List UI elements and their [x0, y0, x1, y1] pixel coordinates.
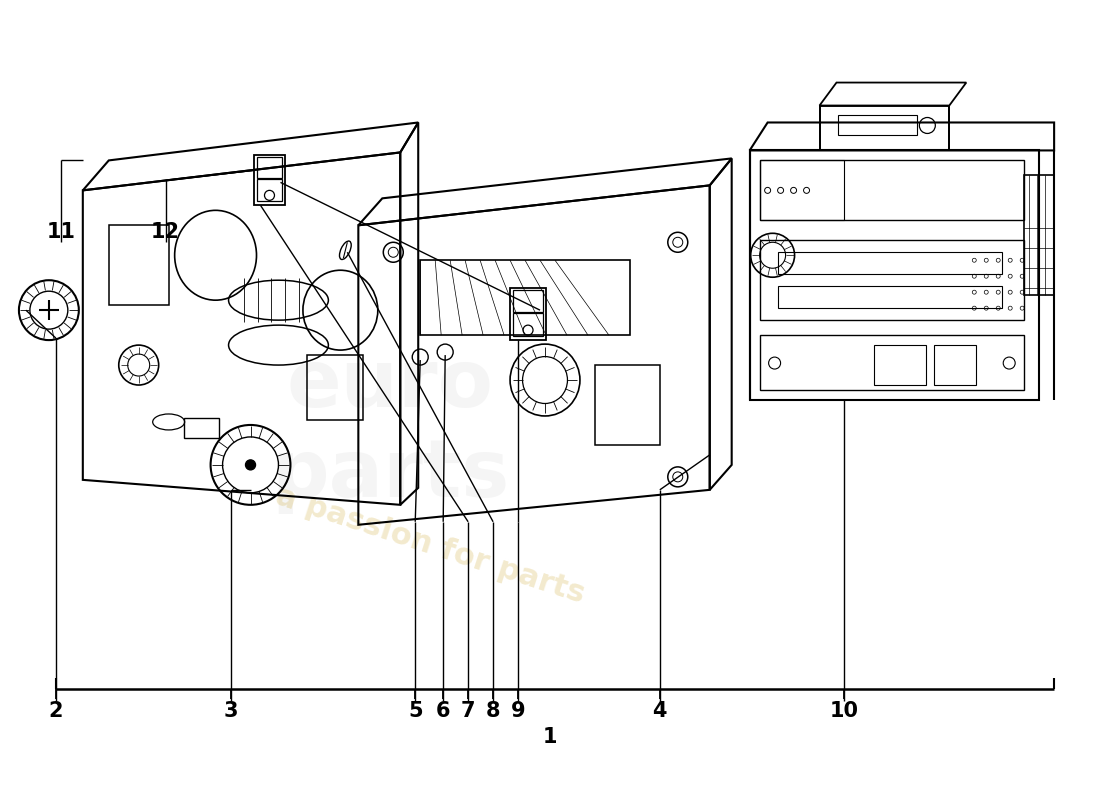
Bar — [778, 286, 1002, 308]
Bar — [778, 252, 1002, 274]
Text: 9: 9 — [510, 702, 526, 722]
Text: 6: 6 — [436, 702, 450, 722]
Bar — [874, 345, 926, 385]
Bar — [307, 355, 363, 420]
Bar — [253, 155, 286, 206]
Bar — [760, 335, 1024, 390]
Text: 3: 3 — [223, 702, 238, 722]
Circle shape — [245, 460, 255, 470]
Text: 5: 5 — [408, 702, 422, 722]
Text: 11: 11 — [46, 222, 76, 242]
Text: 12: 12 — [151, 222, 180, 242]
Bar — [513, 290, 543, 312]
Text: a passion for parts: a passion for parts — [272, 481, 588, 609]
Bar — [760, 161, 845, 220]
Bar — [420, 260, 630, 335]
Bar — [510, 288, 546, 340]
Text: 8: 8 — [486, 702, 500, 722]
Text: 1: 1 — [542, 727, 558, 747]
Bar — [1024, 175, 1054, 295]
Bar — [934, 345, 977, 385]
Bar — [837, 115, 917, 135]
Bar — [760, 240, 1024, 320]
Bar — [256, 158, 283, 178]
Bar — [256, 179, 283, 202]
Text: euro
parts: euro parts — [271, 346, 509, 514]
Text: 7: 7 — [461, 702, 475, 722]
Bar — [760, 161, 1024, 220]
Text: 2: 2 — [48, 702, 63, 722]
Text: 10: 10 — [830, 702, 859, 722]
Bar — [595, 365, 660, 445]
Bar — [820, 106, 949, 150]
Bar — [109, 226, 168, 305]
Bar — [184, 418, 219, 438]
Bar — [513, 313, 543, 336]
Bar — [750, 150, 1040, 400]
Text: 4: 4 — [652, 702, 667, 722]
